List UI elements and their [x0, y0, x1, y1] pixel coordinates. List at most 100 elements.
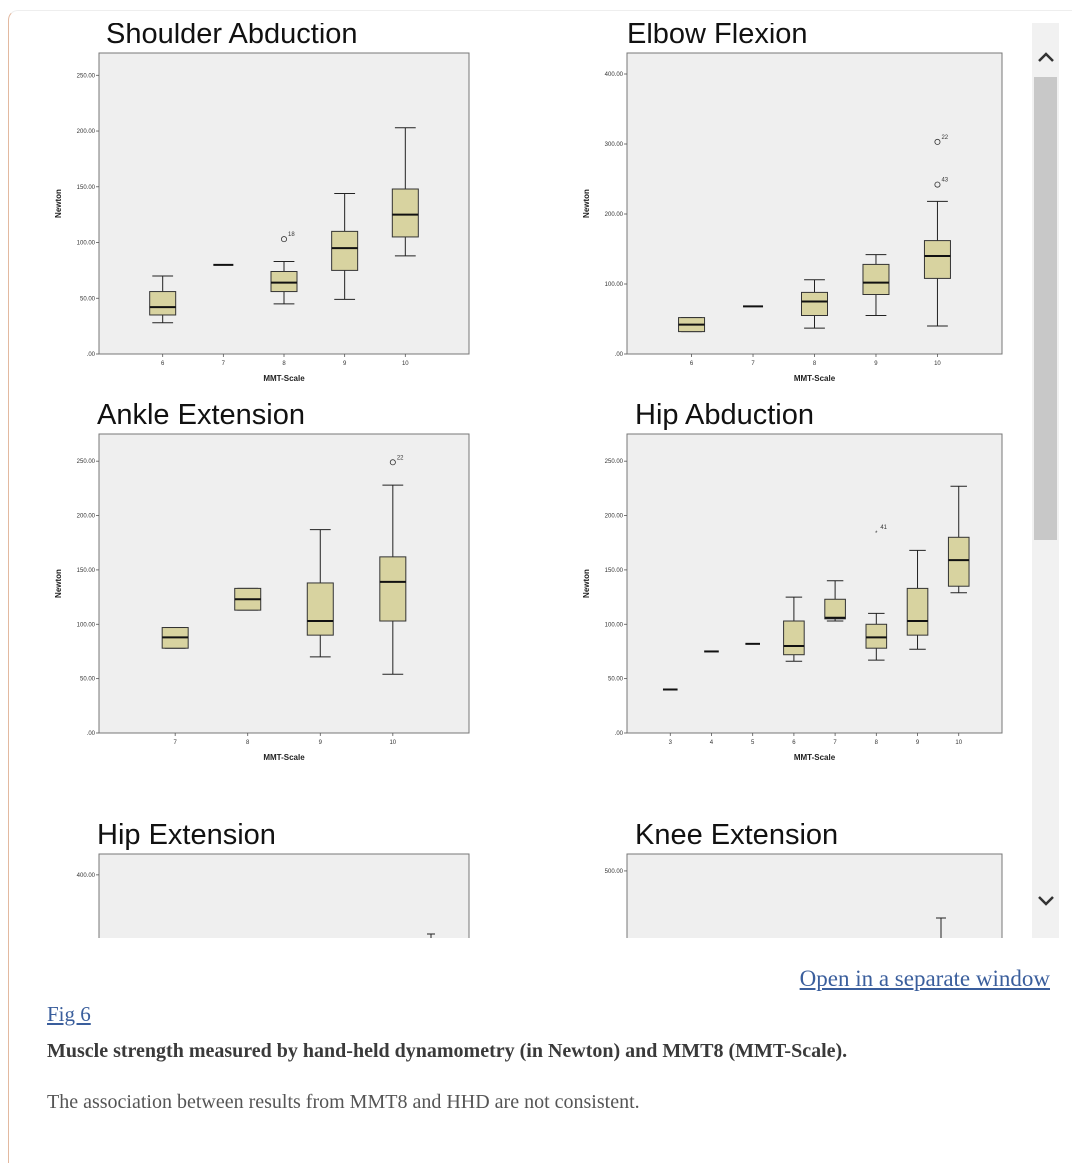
chart-3-outlier-label: 22: [397, 455, 404, 461]
chart-2-xtick-label: 6: [690, 361, 694, 367]
chart-5-ytick-label: 400.00: [77, 873, 96, 879]
chart-4-xtick-label: 5: [751, 740, 755, 746]
chart-3-ylabel: Newton: [54, 569, 63, 598]
chart-4-plot-area: [626, 433, 1003, 734]
chart-4-xtick-label: 7: [833, 740, 837, 746]
chart-1-xtick-label: 8: [282, 361, 286, 367]
chart-1-ytick-label: 250.00: [77, 73, 96, 79]
chart-5-title: Hip Extension: [97, 819, 276, 851]
figure-panel: Shoulder Abduction .00 50.00 100.00 150.00 20…: [8, 10, 1072, 1163]
chart-2-xtick-label: 7: [751, 361, 755, 367]
figure-image: Shoulder Abduction .00 50.00 100.00 150.00 20…: [54, 23, 1003, 938]
chart-4-box: [824, 598, 846, 620]
chart-4-xtick-label: 4: [710, 740, 714, 746]
chart-3-ytick-label: 100.00: [77, 622, 96, 628]
chart-1-ytick-label: 200.00: [77, 129, 96, 135]
scrollbar-thumb[interactable]: [1034, 77, 1057, 540]
chart-2-ytick-label: 100.00: [605, 282, 624, 288]
chart-3-xtick-label: 10: [389, 740, 396, 746]
chart-3-plot-area: [98, 433, 470, 734]
chart-3-xtick-label: 7: [174, 740, 178, 746]
chart-1-box: [149, 291, 177, 316]
chart-3-ytick-label: 200.00: [77, 514, 96, 520]
chart-4-title: Hip Abduction: [635, 399, 814, 431]
chart-1-title: Shoulder Abduction: [106, 23, 358, 50]
chart-2-ytick-label: 400.00: [605, 72, 624, 78]
chart-4-box: [783, 620, 805, 656]
chart-5-plot-area: [98, 853, 470, 938]
chart-2-box: [801, 291, 828, 316]
chart-1-xtick-label: 9: [343, 361, 347, 367]
chart-1-ytick-label: 150.00: [77, 185, 96, 191]
chart-4-ylabel: Newton: [582, 569, 591, 598]
chart-2-ytick-label: 300.00: [605, 142, 624, 148]
chart-1-xlabel: MMT-Scale: [263, 374, 305, 383]
chart-3-ytick-label: 250.00: [77, 459, 96, 465]
chart-1-ylabel: Newton: [54, 189, 63, 218]
scroll-down-button[interactable]: [1032, 887, 1059, 915]
chart-4-ytick-label: 50.00: [608, 677, 624, 683]
chart-4-ytick-label: 250.00: [605, 459, 624, 465]
chart-3-xlabel: MMT-Scale: [263, 753, 305, 762]
chart-1-xtick-label: 10: [402, 361, 409, 367]
chart-2-box: [923, 240, 951, 279]
chart-1-outlier: [280, 236, 287, 243]
chart-1-outlier-label: 18: [288, 232, 295, 238]
chart-3-xtick-label: 8: [246, 740, 250, 746]
chart-3-ytick-label: 150.00: [77, 568, 96, 574]
chart-1-box: [391, 188, 419, 238]
chart-2-ylabel: Newton: [582, 189, 591, 218]
chart-4-xtick-label: 8: [875, 740, 879, 746]
chart-2-outlier: [934, 181, 941, 188]
chart-6-title: Knee Extension: [635, 819, 838, 851]
figure-title: Muscle strength measured by hand-held dy…: [47, 1040, 848, 1062]
figure-viewer[interactable]: Shoulder Abduction .00 50.00 100.00 150.00 20…: [9, 23, 1059, 938]
scroll-up-button[interactable]: [1032, 43, 1059, 71]
chart-1-box: [270, 271, 298, 293]
chart-1-xtick-label: 6: [161, 361, 165, 367]
chart-4-xtick-label: 3: [669, 740, 673, 746]
chart-4-xlabel: MMT-Scale: [794, 753, 836, 762]
chart-2-outlier-label: 22: [941, 135, 948, 141]
viewer-scrollbar[interactable]: [1032, 23, 1059, 938]
chart-3-ytick-label: .00: [87, 731, 96, 737]
chart-4-box: [865, 623, 888, 649]
chart-2-title: Elbow Flexion: [627, 23, 808, 50]
chart-1-ytick-label: 100.00: [77, 241, 96, 247]
chart-1-ytick-label: .00: [87, 352, 96, 358]
chart-3-ytick-label: 50.00: [80, 677, 96, 683]
chart-4-box: [947, 536, 970, 587]
open-in-separate-window-link[interactable]: Open in a separate window: [799, 966, 1050, 991]
figure-label-link[interactable]: Fig 6: [47, 1002, 91, 1026]
chart-6-plot-area: [626, 853, 1003, 938]
chart-3-box: [306, 582, 334, 636]
chart-4-xtick-label: 10: [955, 740, 962, 746]
chart-1-ytick-label: 50.00: [80, 296, 96, 302]
chart-3-title: Ankle Extension: [97, 399, 305, 431]
chart-4-ytick-label: 150.00: [605, 568, 624, 574]
chart-3-xtick-label: 9: [319, 740, 323, 746]
chart-6-ytick-label: 500.00: [605, 869, 624, 875]
chart-4-outlier-label: 41: [880, 525, 887, 531]
chart-2-box: [862, 263, 890, 295]
chart-2-xtick-label: 9: [874, 361, 878, 367]
chart-2-ytick-label: .00: [615, 352, 624, 358]
chart-2-outlier-label: 43: [941, 178, 948, 184]
figure-description: The association between results from MMT…: [47, 1091, 640, 1113]
chart-3-box: [379, 556, 407, 622]
chart-4-ytick-label: 100.00: [605, 622, 624, 628]
chart-1-xtick-label: 7: [222, 361, 226, 367]
chart-3-outlier: [389, 459, 396, 466]
chart-4-ytick-label: .00: [615, 731, 624, 737]
chart-1-box: [331, 230, 359, 271]
chart-4-outlier: *: [875, 531, 878, 537]
chart-2-ytick-label: 200.00: [605, 212, 624, 218]
chart-4-box: [906, 587, 929, 636]
chart-4-xtick-label: 9: [916, 740, 920, 746]
chart-2-xtick-label: 10: [934, 361, 941, 367]
chevron-down-icon: [1037, 896, 1054, 906]
chevron-up-icon: [1037, 52, 1054, 62]
chart-2-xtick-label: 8: [813, 361, 817, 367]
chart-2-outlier: [934, 138, 941, 145]
chart-2-xlabel: MMT-Scale: [794, 374, 836, 383]
